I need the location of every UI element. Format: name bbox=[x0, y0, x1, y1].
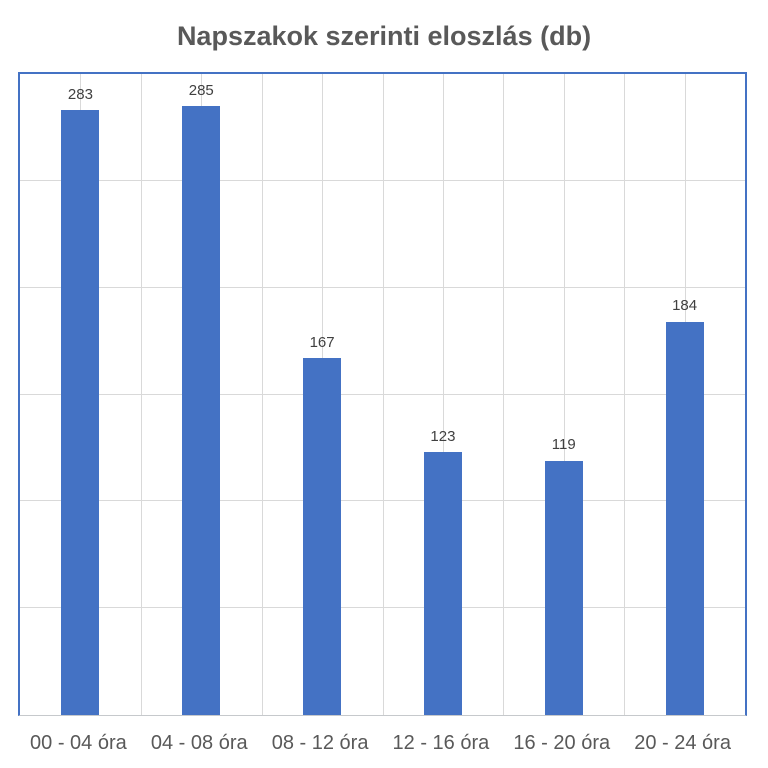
horizontal-gridline bbox=[20, 500, 745, 502]
bar-value-label: 285 bbox=[188, 81, 214, 99]
bar bbox=[61, 110, 100, 715]
bar-value-label: 119 bbox=[551, 436, 576, 454]
plot-area: 283 285 167 123 119 184 bbox=[18, 72, 747, 716]
vertical-gridline bbox=[563, 74, 565, 715]
bar bbox=[423, 452, 462, 715]
vertical-gridline bbox=[503, 74, 505, 715]
category-label: 04 - 08 óra bbox=[150, 732, 248, 754]
bar bbox=[665, 321, 704, 715]
category-label: 00 - 04 óra bbox=[30, 732, 127, 754]
horizontal-gridline bbox=[20, 179, 745, 181]
bar-value-label: 123 bbox=[430, 427, 456, 445]
category-label: 12 - 16 óra bbox=[392, 732, 490, 754]
bar bbox=[182, 106, 221, 715]
bar-value-label: 184 bbox=[672, 297, 698, 315]
chart-title: Napszakok szerinti eloszlás (db) bbox=[176, 21, 592, 51]
vertical-gridline bbox=[261, 74, 263, 715]
bar-value-label: 283 bbox=[67, 85, 93, 103]
x-axis-labels: 00 - 04 óra 04 - 08 óra 08 - 12 óra 12 - 16… bbox=[18, 732, 747, 762]
horizontal-gridline bbox=[20, 393, 745, 395]
vertical-gridline bbox=[140, 74, 142, 715]
bar bbox=[303, 358, 342, 715]
bar-value-label: 167 bbox=[309, 333, 335, 351]
vertical-gridline bbox=[382, 74, 384, 715]
vertical-gridline bbox=[624, 74, 626, 715]
horizontal-gridline bbox=[20, 286, 745, 288]
bar bbox=[544, 460, 583, 715]
category-label: 20 - 24 óra bbox=[634, 732, 731, 754]
vertical-gridline bbox=[442, 74, 444, 715]
category-label: 08 - 12 óra bbox=[271, 732, 369, 754]
horizontal-gridline bbox=[20, 607, 745, 609]
category-label: 16 - 20 óra bbox=[513, 732, 611, 754]
